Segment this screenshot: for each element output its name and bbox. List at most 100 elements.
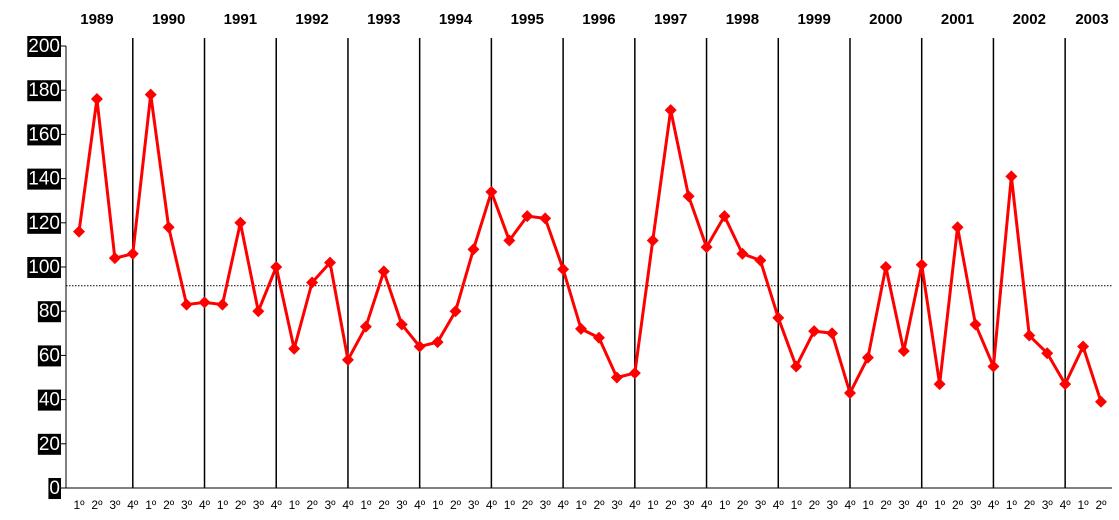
data-marker — [879, 261, 892, 273]
x-tick-label: 4º — [486, 498, 498, 512]
data-marker — [682, 190, 695, 203]
data-marker — [897, 344, 910, 357]
x-tick-label: 2º — [1024, 498, 1036, 512]
data-marker — [521, 210, 534, 223]
data-marker — [1023, 329, 1036, 342]
year-label: 1995 — [511, 11, 544, 28]
y-tick-label-bg — [37, 301, 61, 323]
data-marker — [162, 221, 175, 234]
x-tick-label: 2º — [665, 498, 677, 512]
x-tick-label: 1º — [1006, 498, 1018, 512]
x-tick-label: 1º — [360, 498, 372, 512]
y-tick-label: 20 — [39, 434, 60, 455]
x-tick-label: 3º — [970, 498, 982, 512]
y-tick-label: 200 — [28, 36, 60, 57]
data-marker — [467, 243, 480, 256]
data-marker — [610, 371, 623, 384]
x-tick-label: 1º — [934, 498, 946, 512]
x-tick-label: 3º — [827, 498, 839, 512]
data-marker — [575, 322, 588, 335]
y-tick-label-bg — [27, 124, 61, 146]
data-marker — [126, 247, 139, 260]
x-tick-label: 4º — [773, 498, 785, 512]
data-marker — [324, 256, 337, 269]
y-tick-label-bg — [27, 168, 61, 190]
data-marker — [790, 360, 803, 373]
y-tick-label-bg — [27, 212, 61, 234]
year-label: 2003 — [1075, 11, 1108, 28]
y-tick-label: 60 — [39, 345, 60, 366]
data-marker — [1059, 378, 1072, 391]
y-tick-label: 40 — [39, 390, 60, 411]
year-label: 1991 — [224, 11, 257, 28]
x-tick-label: 3º — [468, 498, 480, 512]
data-marker — [359, 320, 372, 333]
x-tick-label: 4º — [558, 498, 570, 512]
data-marker — [431, 336, 444, 349]
data-marker — [557, 263, 570, 276]
data-marker — [449, 305, 462, 318]
y-tick-label: 100 — [28, 257, 60, 278]
x-tick-label: 4º — [342, 498, 354, 512]
x-tick-label: 1º — [432, 498, 444, 512]
year-label: 1990 — [152, 11, 185, 28]
data-marker — [628, 367, 641, 380]
year-label: 1993 — [367, 11, 400, 28]
x-tick-label: 2º — [737, 498, 749, 512]
data-marker — [843, 386, 856, 399]
data-marker — [718, 210, 731, 223]
x-tick-label: 1º — [73, 498, 85, 512]
data-marker — [503, 234, 516, 247]
year-label: 2000 — [869, 11, 902, 28]
data-marker — [772, 311, 785, 324]
year-label: 1999 — [797, 11, 830, 28]
x-tick-label: 4º — [127, 498, 139, 512]
data-marker — [1077, 340, 1090, 353]
x-tick-label: 2º — [952, 498, 964, 512]
data-marker — [1005, 170, 1018, 183]
y-tick-label-bg — [27, 80, 61, 102]
x-tick-label: 4º — [271, 498, 283, 512]
data-marker — [180, 298, 193, 311]
data-marker — [861, 351, 874, 364]
data-marker — [754, 254, 767, 267]
x-tick-label: 1º — [1078, 498, 1090, 512]
data-marker — [915, 258, 928, 271]
data-marker — [592, 331, 605, 344]
x-tick-label: 2º — [307, 498, 319, 512]
data-marker — [969, 318, 982, 331]
y-tick-label-bg — [37, 389, 61, 411]
data-marker — [933, 378, 946, 391]
x-tick-label: 2º — [163, 498, 175, 512]
y-tick-label: 180 — [28, 80, 60, 101]
year-label: 1989 — [80, 11, 113, 28]
year-label: 2002 — [1013, 11, 1046, 28]
x-tick-label: 2º — [1095, 498, 1107, 512]
x-tick-label: 2º — [91, 498, 103, 512]
data-marker — [951, 221, 964, 234]
x-tick-label: 4º — [844, 498, 856, 512]
data-marker — [987, 360, 1000, 373]
data-marker — [377, 265, 390, 278]
year-label: 1997 — [654, 11, 687, 28]
data-marker — [341, 353, 354, 366]
x-tick-label: 3º — [683, 498, 695, 512]
year-label: 2001 — [941, 11, 974, 28]
y-tick-label-bg — [27, 36, 61, 58]
data-marker — [144, 88, 157, 101]
x-tick-label: 3º — [396, 498, 408, 512]
x-tick-label: 2º — [450, 498, 462, 512]
x-tick-label: 3º — [109, 498, 121, 512]
data-marker — [198, 296, 211, 309]
data-marker — [395, 318, 408, 331]
y-tick-label: 160 — [28, 124, 60, 145]
year-label: 1992 — [295, 11, 328, 28]
x-tick-label: 3º — [253, 498, 265, 512]
data-marker — [73, 225, 85, 238]
data-marker — [826, 327, 839, 340]
x-tick-label: 3º — [898, 498, 910, 512]
data-line — [77, 93, 1103, 403]
x-tick-label: 3º — [181, 498, 193, 512]
x-tick-label: 1º — [647, 498, 659, 512]
x-tick-label: 2º — [809, 498, 821, 512]
